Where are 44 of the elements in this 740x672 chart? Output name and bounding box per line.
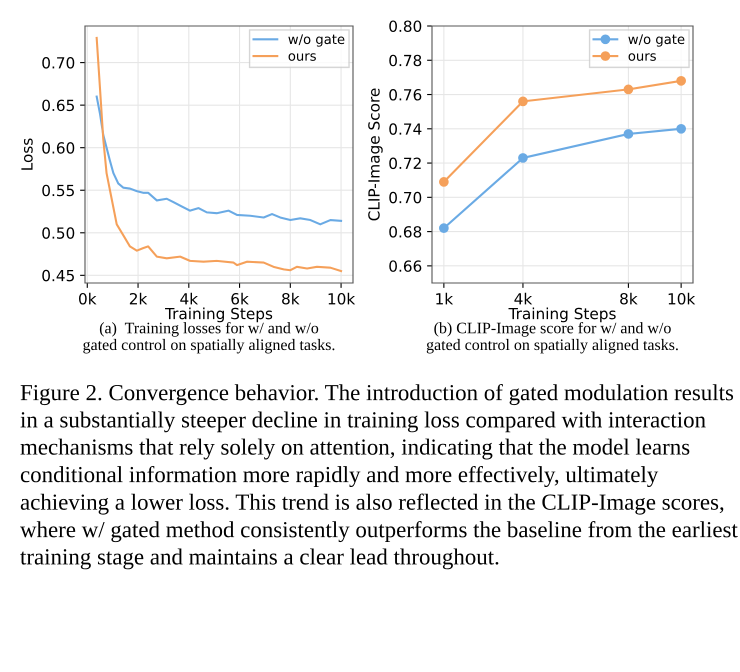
y-tick-label: 0.45 [42,270,74,282]
x-tick-label: 10k [328,292,356,305]
legend-label: ours [288,53,316,61]
y-axis-title: CLIP-Image Score [368,88,383,220]
y-tick-label: 0.74 [389,123,422,135]
text: (a) Training losses for w/ and w/o gated control on spatially aligned tasks. [83,322,334,354]
point [439,177,449,187]
legend-label: w/o gate [288,34,344,47]
x-tick-label: 0k [79,292,97,305]
point [676,76,686,86]
point [624,84,634,94]
y-tick-label: 0.68 [389,226,422,238]
text: (b) CLIP-Image score for w/ and w/o gated control on spatially aligned tasks. [426,322,678,354]
x-axis-title: Training Steps [165,308,272,322]
x-tick-label: 2k [130,292,148,304]
y-tick-label: 0.76 [389,89,422,101]
x-tick-label: 8k [282,292,300,305]
x-tick-label: 4k [180,292,198,304]
y-tick-label: 0.70 [42,57,74,69]
y-tick-label: 0.50 [42,227,74,239]
y-tick-label: 0.60 [42,142,74,154]
y-axis-title: Loss [21,138,33,170]
x-tick-label: 1k [436,292,454,304]
y-tick-label: 0.70 [389,192,422,204]
y-tick-label: 0.66 [389,260,422,272]
point [518,153,528,163]
legend-label: ours [628,53,656,61]
line-series [96,96,342,226]
x-tick-label: 6k [231,292,249,305]
x-axis-title: Training Steps [508,308,616,322]
point [518,96,528,106]
y-tick-label: 0.78 [389,54,422,66]
caption: Figure 2. Convergence behavior. The introduction of gated modulation results in a substantially steeper decline in training loss compared with interaction mechanisms that rely solely on attention, indicating that the model learns conditional information more rapidly and more effectively, ultimately achieving a lower loss. This trend is also reflected in the CLIP-Image scores, where w/ gated method consistently outperforms the baseline from the earliest training stage and maintains a clear lead throughout. [20,384,738,570]
point [439,223,449,234]
y-tick-label: 0.55 [42,184,74,196]
y-tick-label: 0.65 [42,100,74,112]
point [624,129,634,139]
point [676,124,686,134]
x-tick-label: 10k [668,292,696,305]
x-tick-label: 4k [514,292,532,304]
x-tick-label: 8k [620,292,638,305]
y-tick-label: 0.80 [389,20,422,32]
legend-label: w/o gate [628,34,684,47]
y-tick-label: 0.72 [389,158,421,170]
